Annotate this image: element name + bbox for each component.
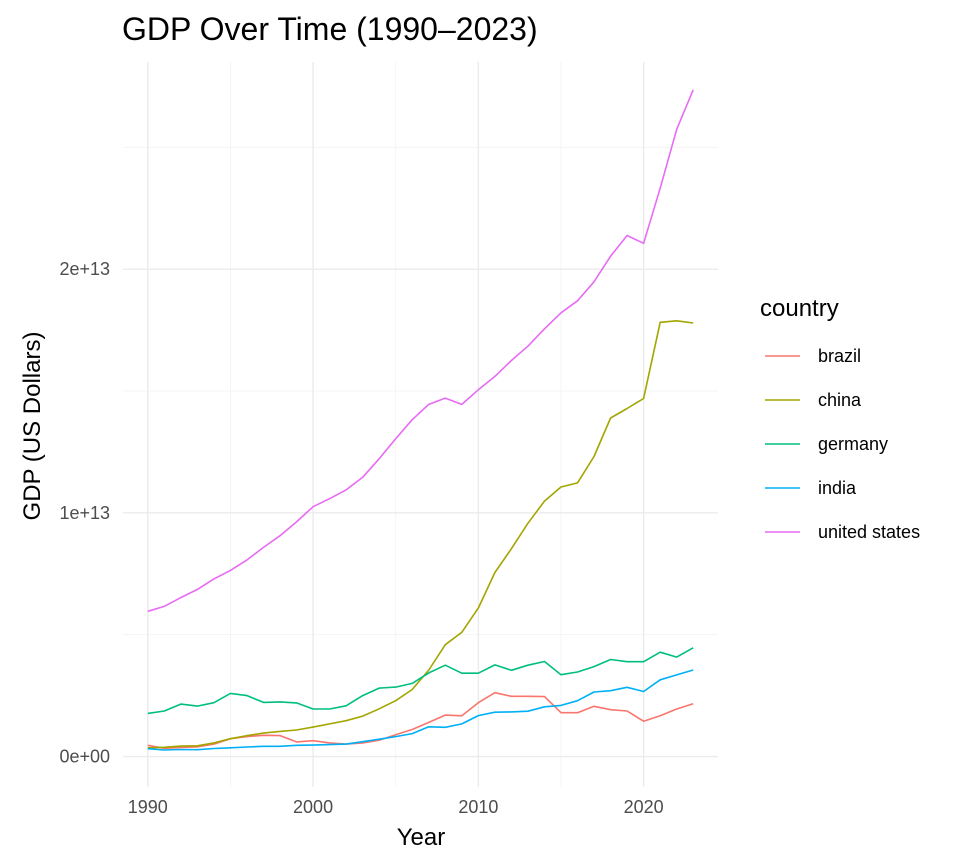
y-tick-label: 0e+00 bbox=[59, 747, 110, 767]
legend-title: country bbox=[760, 295, 839, 322]
legend-label-united-states: united states bbox=[818, 522, 920, 542]
series-line-china bbox=[147, 319, 694, 749]
y-axis-title: GDP (US Dollars) bbox=[19, 332, 46, 521]
x-tick-label: 2010 bbox=[458, 797, 498, 817]
y-tick-labels: 0e+00 1e+13 2e+13 bbox=[59, 259, 110, 766]
legend: country brazil china germany india united st… bbox=[760, 295, 920, 542]
x-tick-label: 2020 bbox=[624, 797, 664, 817]
chart-title: GDP Over Time (1990–2023) bbox=[122, 11, 538, 47]
y-tick-label: 2e+13 bbox=[59, 259, 110, 279]
legend-label-china: china bbox=[818, 390, 862, 410]
x-tick-label: 2000 bbox=[293, 797, 333, 817]
series-line-germany bbox=[147, 647, 694, 715]
legend-label-brazil: brazil bbox=[818, 346, 861, 366]
x-axis-title: Year bbox=[397, 824, 446, 851]
x-tick-label: 1990 bbox=[128, 797, 168, 817]
legend-label-germany: germany bbox=[818, 434, 888, 454]
grid bbox=[123, 62, 718, 787]
x-tick-labels: 1990 2000 2010 2020 bbox=[128, 797, 664, 817]
series-line-united-states bbox=[147, 89, 694, 613]
series-lines bbox=[147, 89, 694, 751]
legend-label-india: india bbox=[818, 478, 857, 498]
series-line-india bbox=[147, 669, 694, 751]
y-tick-label: 1e+13 bbox=[59, 503, 110, 523]
